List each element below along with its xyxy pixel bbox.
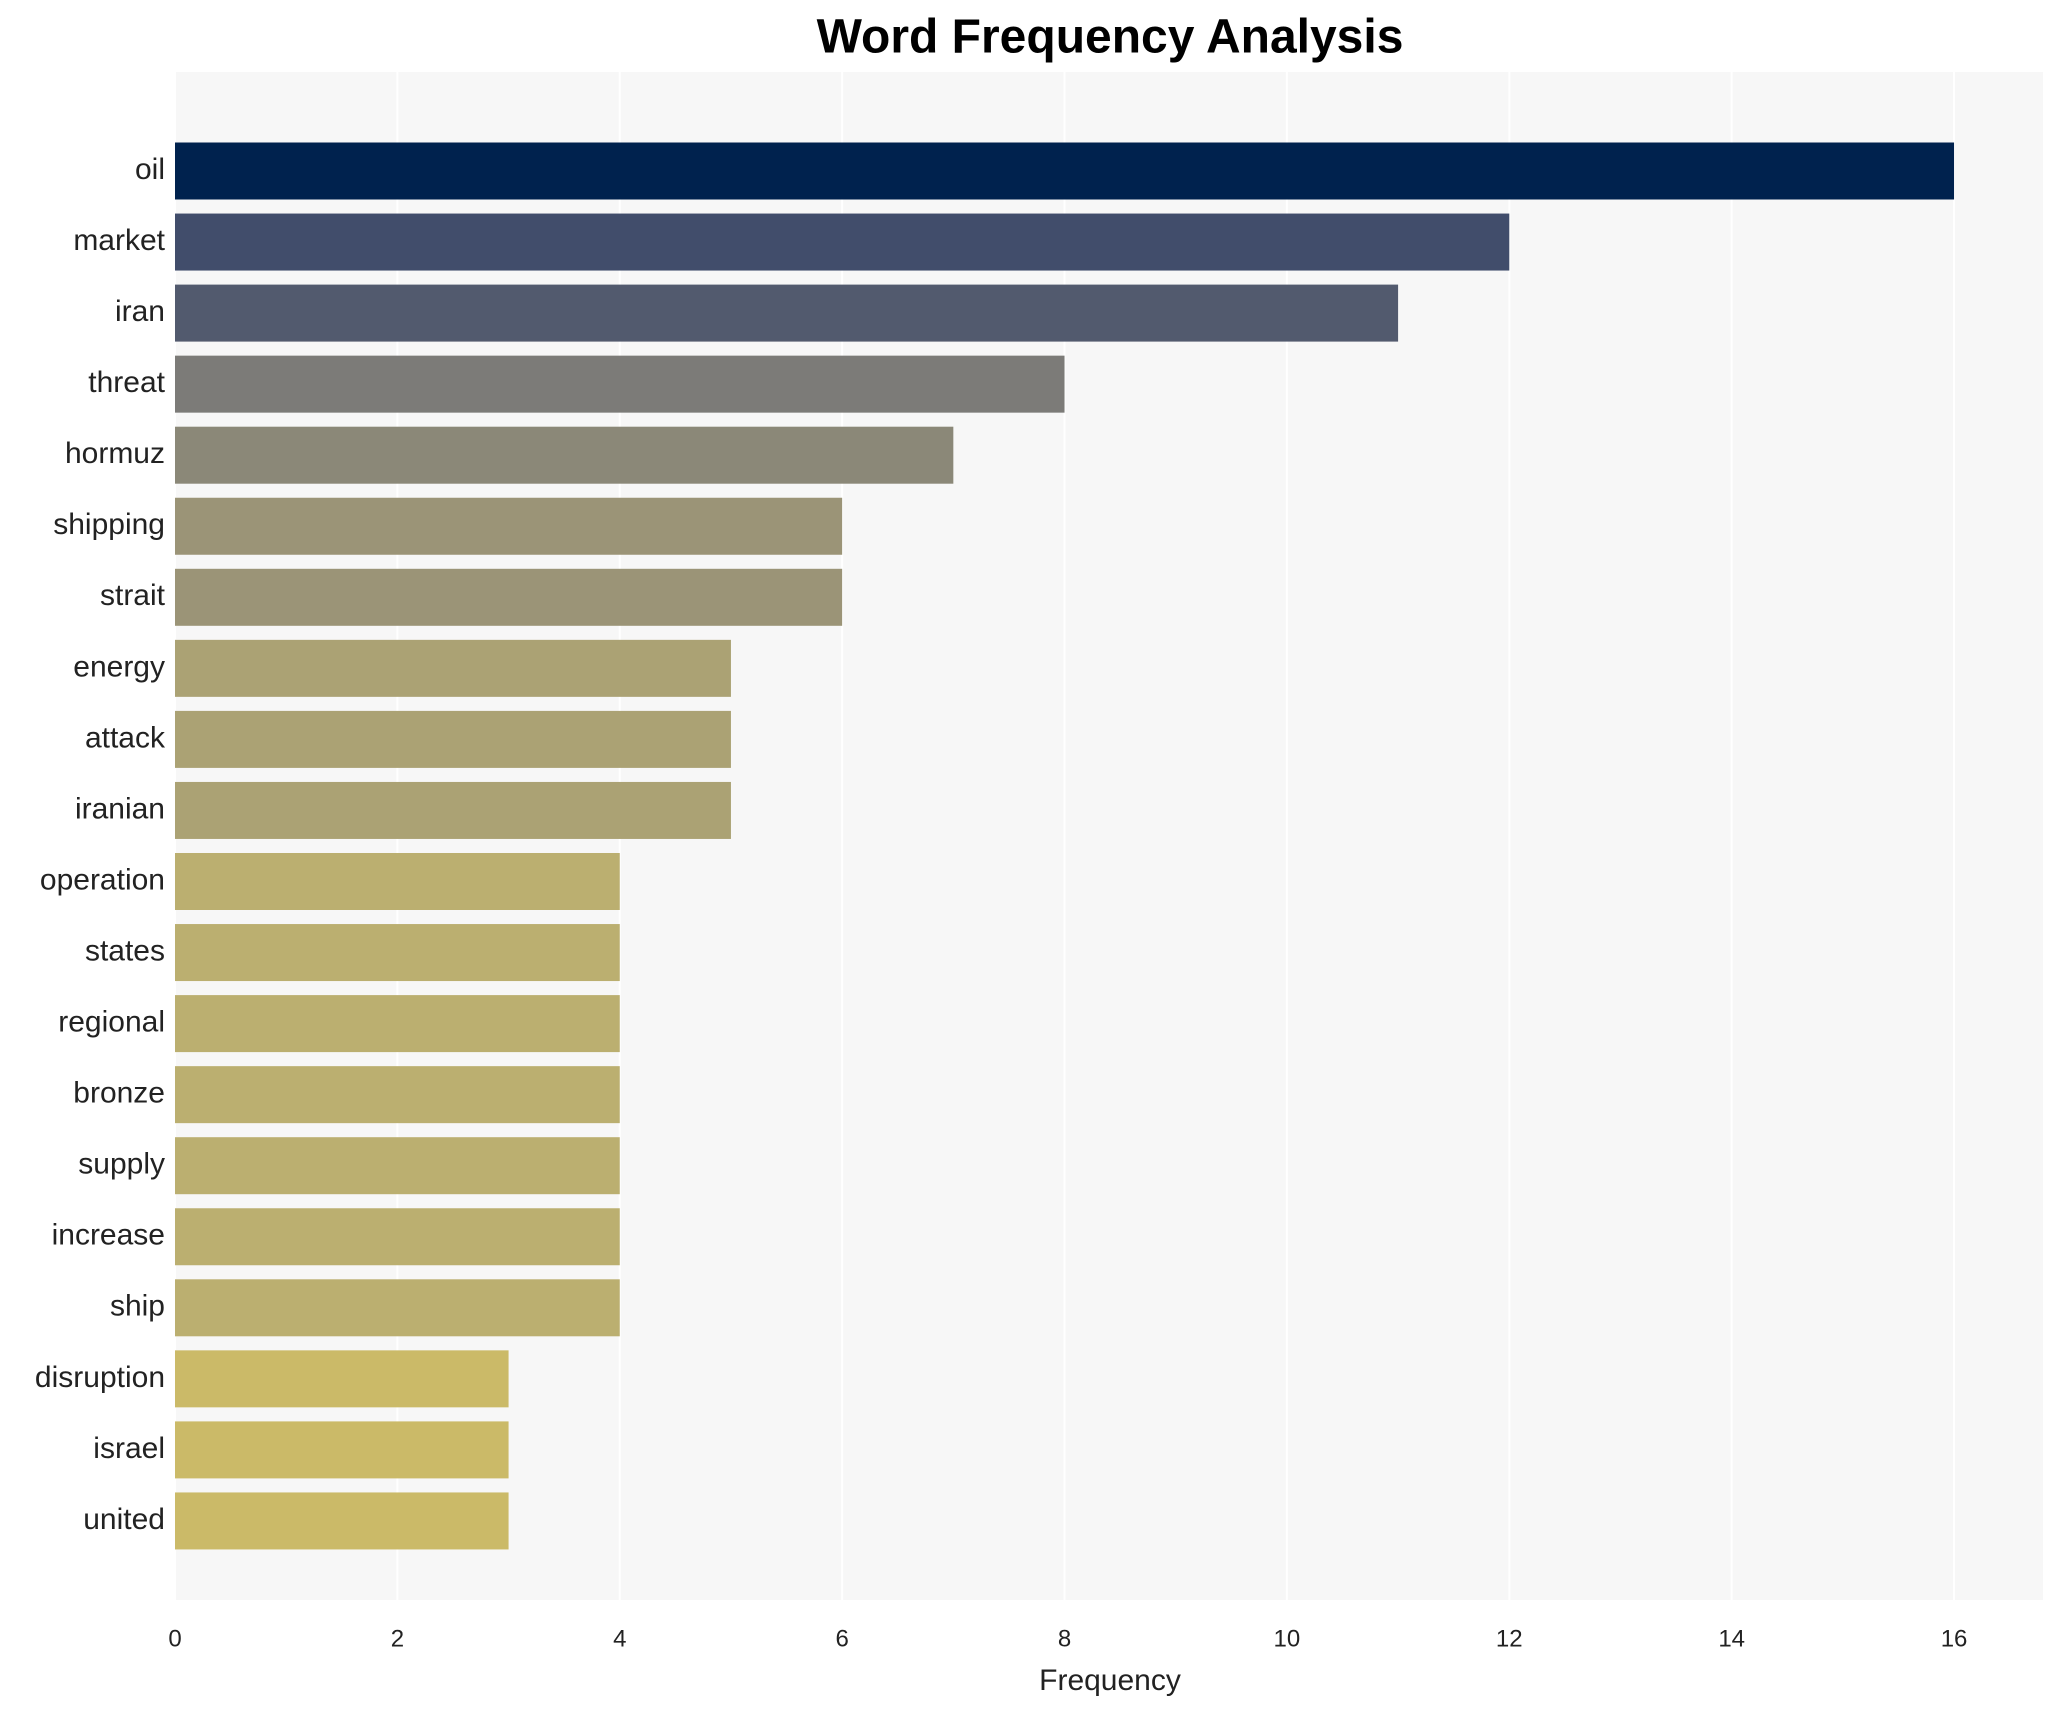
- bar: [175, 995, 620, 1053]
- bar: [175, 1208, 620, 1266]
- bar: [175, 1279, 620, 1337]
- bar: [175, 355, 1065, 413]
- y-tick-label: iran: [115, 295, 165, 328]
- x-tick-label: 16: [1941, 1625, 1968, 1652]
- y-tick-label: operation: [40, 863, 165, 896]
- bar: [175, 781, 731, 839]
- y-tick-label: supply: [78, 1148, 165, 1181]
- chart-title: Word Frequency Analysis: [817, 11, 1404, 64]
- bar: [175, 142, 1955, 200]
- bar: [175, 568, 843, 626]
- y-tick-label: disruption: [35, 1361, 165, 1394]
- y-tick-label: regional: [58, 1006, 165, 1039]
- bar: [175, 710, 731, 768]
- bar: [175, 1421, 509, 1479]
- y-tick-label: hormuz: [65, 437, 165, 470]
- x-tick-label: 10: [1274, 1625, 1301, 1652]
- y-tick-label: shipping: [53, 508, 165, 541]
- x-tick-label: 4: [613, 1625, 626, 1652]
- bar: [175, 1350, 509, 1408]
- y-tick-label: iranian: [75, 792, 165, 825]
- bar: [175, 1137, 620, 1195]
- y-tick-label: attack: [85, 721, 166, 754]
- y-tick-label: bronze: [73, 1077, 165, 1110]
- y-tick-label: israel: [93, 1432, 165, 1465]
- bar: [175, 497, 843, 555]
- x-tick-label: 6: [835, 1625, 848, 1652]
- x-tick-label: 8: [1058, 1625, 1071, 1652]
- y-tick-label: increase: [52, 1219, 165, 1252]
- bar: [175, 1492, 509, 1550]
- bar: [175, 1066, 620, 1124]
- x-tick-label: 14: [1718, 1625, 1745, 1652]
- x-tick-label: 2: [391, 1625, 404, 1652]
- x-axis-label: Frequency: [1039, 1664, 1181, 1697]
- y-tick-label: states: [85, 934, 165, 967]
- bar: [175, 213, 1510, 271]
- y-tick-label: united: [83, 1503, 165, 1536]
- y-tick-label: threat: [88, 366, 165, 399]
- bar: [175, 639, 731, 697]
- y-tick-label: market: [73, 224, 165, 257]
- bar: [175, 284, 1399, 342]
- bar: [175, 924, 620, 982]
- y-tick-label: ship: [110, 1290, 165, 1323]
- bar: [175, 426, 954, 484]
- bar: [175, 853, 620, 910]
- x-tick-label: 0: [168, 1625, 181, 1652]
- y-tick-label: oil: [135, 153, 165, 186]
- y-tick-label: energy: [73, 650, 165, 683]
- x-tick-label: 12: [1496, 1625, 1523, 1652]
- y-tick-label: strait: [100, 579, 166, 612]
